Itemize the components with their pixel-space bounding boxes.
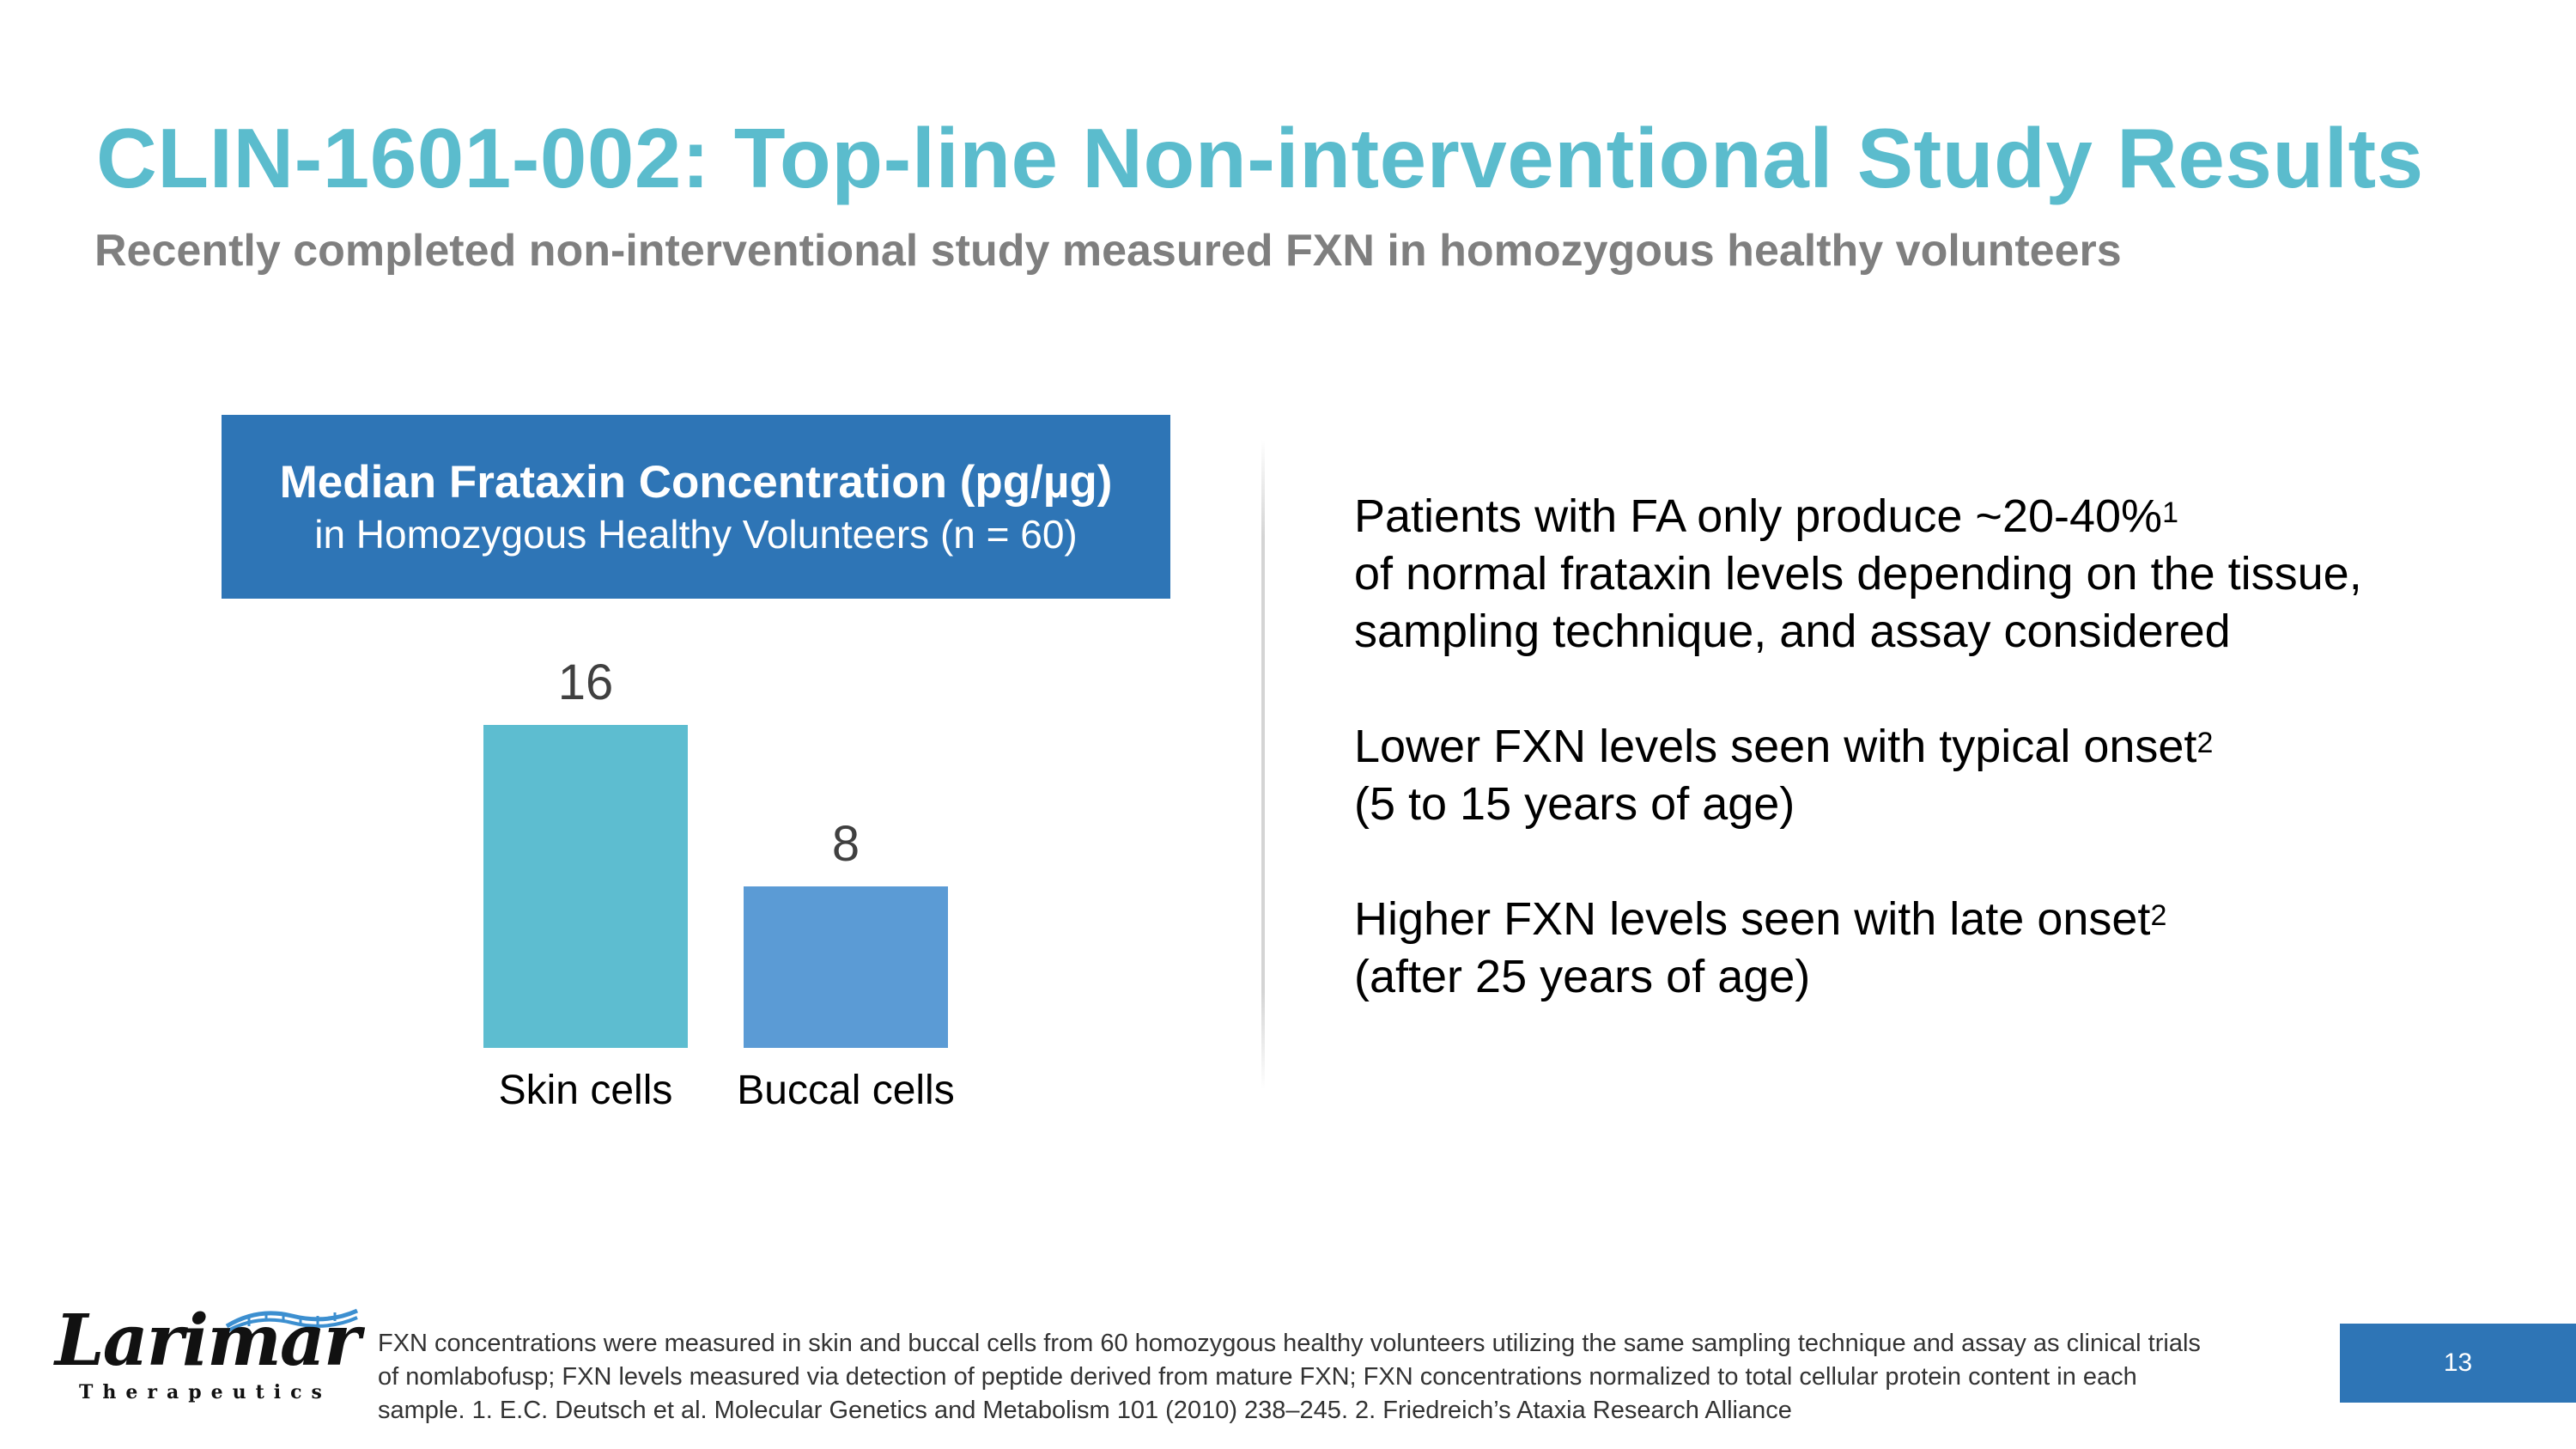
data-label: 16	[558, 654, 614, 710]
chart-subtitle: in Homozygous Healthy Volunteers (n = 60…	[314, 511, 1078, 557]
vertical-divider	[1261, 440, 1265, 1089]
chart-title-box: Median Frataxin Concentration (pg/µg) in…	[222, 415, 1170, 599]
footnote: FXN concentrations were measured in skin…	[378, 1330, 2201, 1424]
bar-skin-cells	[483, 725, 688, 1048]
bar-chart: 16 Skin cells 8 Buccal cells	[483, 654, 955, 1113]
logo-tagline: Therapeutics	[79, 1381, 331, 1403]
bar-buccal-cells	[744, 886, 948, 1048]
key-point: Lower FXN levels seen with typical onset…	[1354, 721, 2214, 830]
logo-wordmark: Larimar	[55, 1300, 361, 1382]
key-point: Patients with FA only produce ~20-40%1 o…	[1354, 490, 2362, 657]
key-point: Higher FXN levels seen with late onset2 …	[1354, 893, 2167, 1002]
data-label: 8	[832, 816, 860, 872]
key-points: Patients with FA only produce ~20-40%1 o…	[1354, 488, 2367, 1063]
category-label: Buccal cells	[737, 1068, 954, 1113]
page-number: 13	[2340, 1324, 2576, 1403]
chart-title: Median Frataxin Concentration (pg/µg)	[279, 457, 1113, 508]
category-label: Skin cells	[499, 1068, 673, 1113]
page-title: CLIN-1601-002: Top-line Non-intervention…	[96, 111, 2424, 205]
logo-helix-icon	[225, 1308, 359, 1333]
larimar-logo: Larimar Therapeutics	[55, 1306, 361, 1417]
page-subtitle: Recently completed non-interventional st…	[94, 226, 2122, 276]
